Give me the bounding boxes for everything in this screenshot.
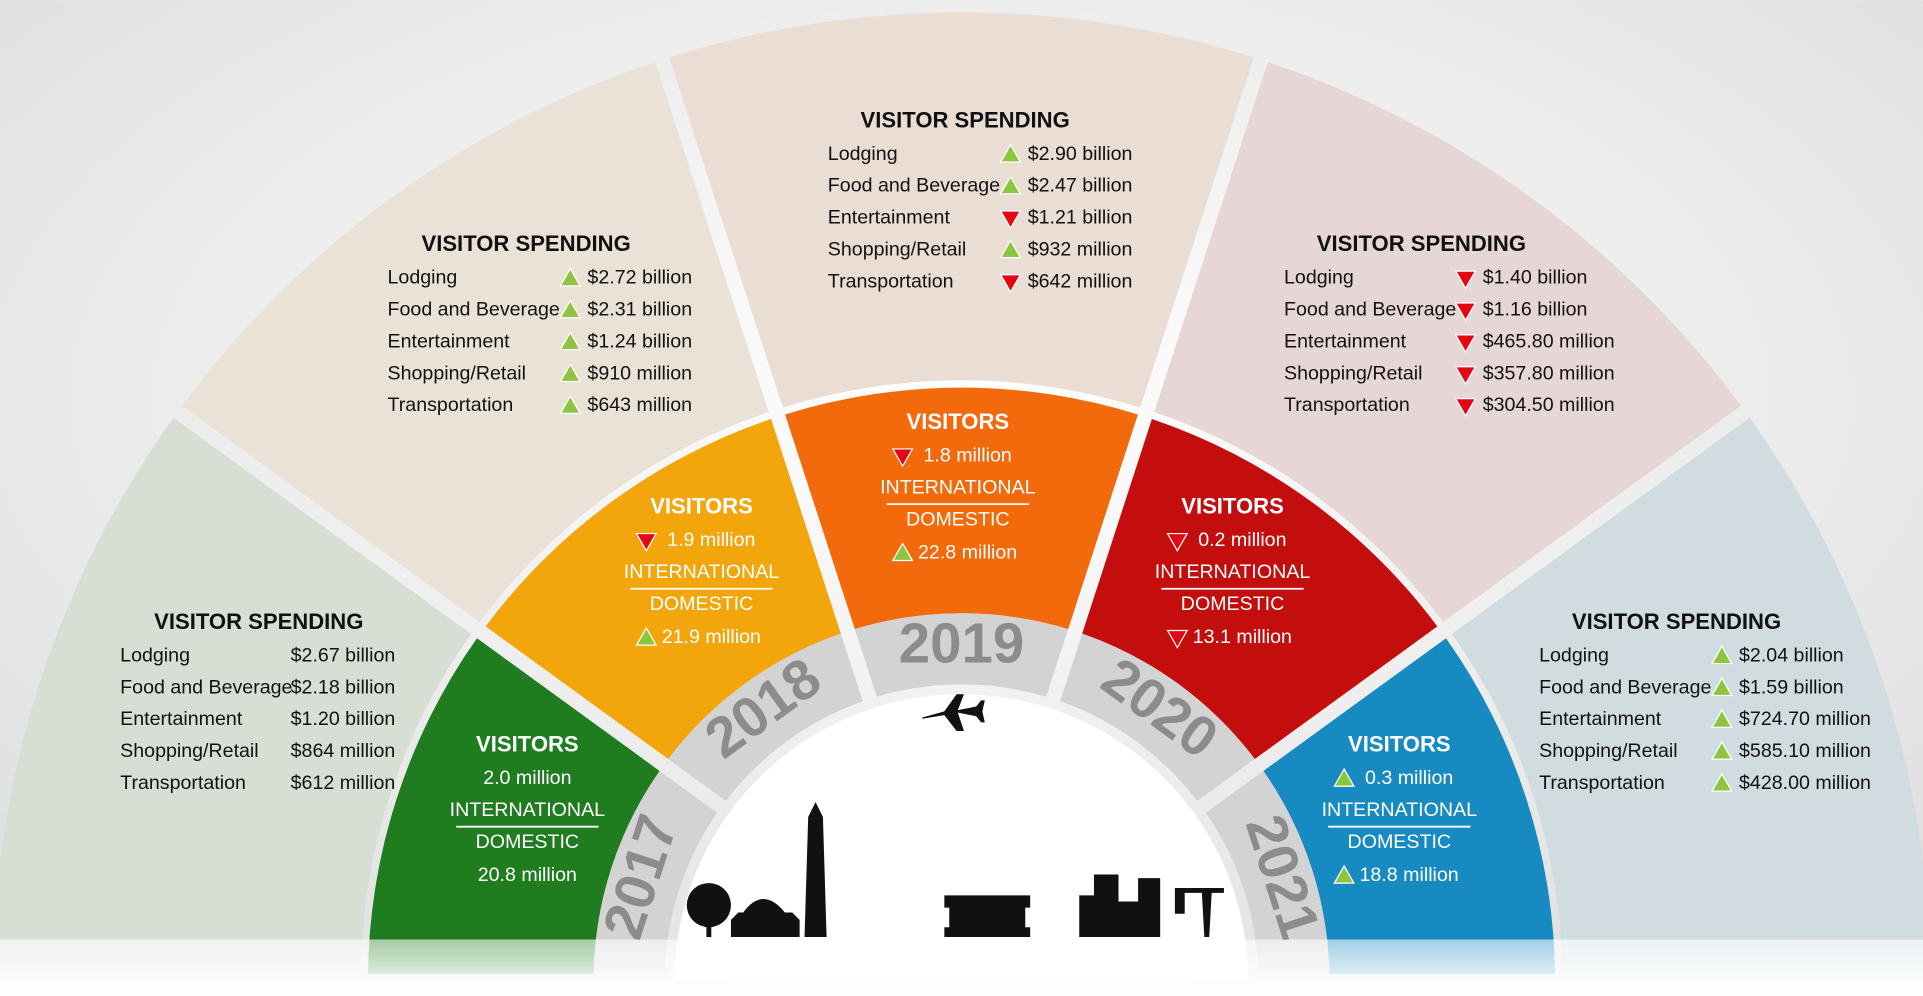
spending-label: Food and Beverage (388, 299, 560, 321)
spending-value: $1.20 billion (291, 708, 396, 730)
spending-value: $2.90 billion (1028, 143, 1133, 165)
spending-label: Shopping/Retail (1539, 740, 1677, 762)
spending-title: VISITOR SPENDING (1572, 609, 1781, 634)
spending-value: $2.04 billion (1739, 644, 1844, 666)
spending-label: Transportation (828, 270, 954, 292)
spending-label: Entertainment (1284, 330, 1407, 352)
spending-label: Entertainment (120, 708, 243, 730)
spending-value: $1.40 billion (1483, 267, 1588, 289)
visitors-title: VISITORS (1181, 494, 1284, 519)
spending-value: $2.72 billion (587, 267, 692, 289)
spending-label: Shopping/Retail (1284, 362, 1422, 384)
spending-label: Lodging (120, 644, 190, 666)
spending-title: VISITOR SPENDING (422, 231, 631, 256)
spending-value: $585.10 million (1739, 740, 1871, 762)
visitors-international: 2.0 million (483, 767, 571, 789)
domestic-label: DOMESTIC (1348, 831, 1452, 853)
spending-label: Entertainment (828, 207, 951, 229)
domestic-label: DOMESTIC (650, 593, 754, 615)
spending-value: $428.00 million (1739, 772, 1871, 794)
spending-value: $1.59 billion (1739, 676, 1844, 698)
spending-label: Entertainment (1539, 708, 1662, 730)
spending-value: $304.50 million (1483, 394, 1615, 416)
spending-value: $2.31 billion (587, 299, 692, 321)
spending-label: Food and Beverage (1284, 299, 1456, 321)
visitors-domestic: 21.9 million (662, 626, 761, 648)
spending-label: Transportation (1539, 772, 1665, 794)
visitors-domestic: 18.8 million (1360, 864, 1459, 886)
spending-title: VISITOR SPENDING (154, 609, 363, 634)
spending-title: VISITOR SPENDING (1317, 231, 1526, 256)
spending-label: Lodging (388, 267, 458, 289)
floor-reflection (0, 940, 1923, 996)
year-label: 2019 (899, 612, 1024, 675)
spending-value: $932 million (1028, 238, 1133, 260)
visitors-title: VISITORS (650, 494, 753, 519)
spending-label: Food and Beverage (1539, 676, 1711, 698)
spending-value: $357.80 million (1483, 362, 1615, 384)
infographic: 2017VISITOR SPENDINGLodging$2.67 billion… (0, 0, 1923, 996)
spending-label: Lodging (828, 143, 898, 165)
spending-label: Lodging (1539, 644, 1609, 666)
spending-value: $642 million (1028, 270, 1133, 292)
spending-label: Lodging (1284, 267, 1354, 289)
spending-value: $2.18 billion (291, 676, 396, 698)
spending-value: $612 million (291, 772, 396, 794)
visitors-international: 1.9 million (667, 529, 755, 551)
international-label: INTERNATIONAL (880, 476, 1036, 498)
spending-label: Shopping/Retail (828, 238, 966, 260)
visitors-domestic: 22.8 million (918, 541, 1017, 563)
spending-value: $910 million (587, 362, 692, 384)
visitors-international: 1.8 million (923, 444, 1011, 466)
spending-value: $724.70 million (1739, 708, 1871, 730)
domestic-label: DOMESTIC (1181, 593, 1285, 615)
visitors-title: VISITORS (1348, 732, 1451, 757)
spending-label: Transportation (1284, 394, 1410, 416)
visitors-title: VISITORS (476, 732, 579, 757)
spending-label: Shopping/Retail (388, 362, 526, 384)
spending-label: Food and Beverage (828, 175, 1000, 197)
tree-trunk (706, 908, 711, 937)
visitors-international: 0.3 million (1365, 767, 1453, 789)
visitors-international: 0.2 million (1198, 529, 1286, 551)
spending-value: $643 million (587, 394, 692, 416)
domestic-label: DOMESTIC (906, 508, 1009, 530)
lincoln-icon (944, 895, 1030, 937)
spending-value: $465.80 million (1483, 330, 1615, 352)
international-label: INTERNATIONAL (450, 799, 606, 821)
spending-value: $1.16 billion (1483, 299, 1588, 321)
international-label: INTERNATIONAL (1322, 799, 1478, 821)
spending-value: $2.47 billion (1028, 175, 1133, 197)
spending-label: Transportation (120, 772, 246, 794)
spending-value: $1.21 billion (1028, 207, 1133, 229)
spending-label: Food and Beverage (120, 676, 292, 698)
domestic-label: DOMESTIC (476, 831, 580, 853)
international-label: INTERNATIONAL (1155, 561, 1311, 583)
visitors-domestic: 13.1 million (1193, 626, 1292, 648)
page: 2017VISITOR SPENDINGLodging$2.67 billion… (0, 0, 1923, 996)
spending-title: VISITOR SPENDING (861, 107, 1070, 132)
spending-value: $864 million (291, 740, 396, 762)
spending-label: Transportation (388, 394, 514, 416)
spending-label: Entertainment (388, 330, 511, 352)
visitors-title: VISITORS (907, 409, 1010, 434)
spending-value: $2.67 billion (291, 644, 396, 666)
international-label: INTERNATIONAL (624, 561, 780, 583)
visitors-domestic: 20.8 million (478, 864, 577, 886)
spending-label: Shopping/Retail (120, 740, 258, 762)
spending-value: $1.24 billion (587, 330, 692, 352)
